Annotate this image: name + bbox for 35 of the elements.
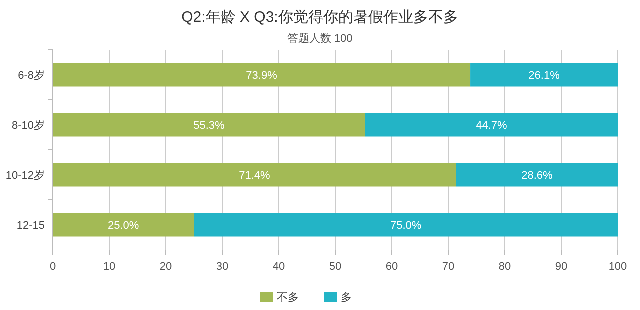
data-label: 28.6% [522,170,554,182]
x-tick-label: 10 [103,261,116,273]
data-label: 55.3% [194,120,226,132]
bar [456,163,618,187]
x-tick-label: 60 [386,261,398,273]
data-label: 44.7% [476,120,508,132]
bar [470,63,618,87]
y-tick-label: 8-10岁 [12,120,45,132]
x-tick-label: 80 [498,261,512,273]
x-tick-label: 20 [160,261,172,273]
x-tick-label: 50 [329,261,342,273]
bar [53,113,366,137]
x-tick-label: 40 [272,261,286,273]
x-tick-label: 90 [555,261,568,273]
y-tick-label: 6-8岁 [18,70,45,82]
y-tick-label: 10-12岁 [6,170,45,182]
data-label: 25.0% [108,220,140,232]
x-tick-label: 0 [50,261,56,273]
x-tick-label: 30 [216,261,229,273]
legend-label: 多 [341,292,352,304]
bar [53,163,456,187]
bar [53,63,471,87]
data-label: 71.4% [239,170,271,182]
bar [53,213,194,237]
legend-label: 不多 [277,292,299,304]
chart-subtitle: 答题人数 100 [287,33,353,45]
bar [194,213,618,237]
y-tick-label: 12-15 [16,220,45,232]
x-tick-label: 70 [442,261,455,273]
data-label: 75.0% [390,220,422,232]
bar [365,113,618,137]
data-label: 26.1% [528,70,560,82]
x-tick-label: 100 [608,261,628,273]
data-label: 73.9% [246,70,278,82]
chart-title: Q2:年龄 X Q3:你觉得你的暑假作业多不多 [182,9,458,26]
